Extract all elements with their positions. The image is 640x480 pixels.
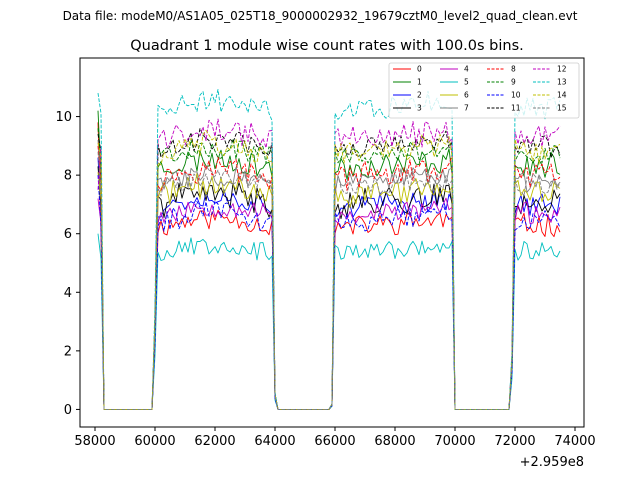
x-tick-label: 72000 xyxy=(494,434,535,449)
x-tick-label: 66000 xyxy=(314,434,355,449)
legend-label-13: 13 xyxy=(557,78,567,87)
x-tick-label: 62000 xyxy=(194,434,235,449)
legend-label-0: 0 xyxy=(417,65,422,74)
legend-label-12: 12 xyxy=(557,65,567,74)
legend-label-1: 1 xyxy=(417,78,422,87)
plot-area-frame xyxy=(79,57,585,428)
y-axis: 0 2 4 6 8 10 xyxy=(55,110,80,418)
x-tick-label: 60000 xyxy=(134,434,175,449)
legend-label-6: 6 xyxy=(464,91,469,100)
series-line-9 xyxy=(97,128,561,410)
chart-suptitle: Data file: modeM0/AS1A05_025T18_90000029… xyxy=(63,9,578,23)
x-tick-label: 74000 xyxy=(554,434,595,449)
legend-label-11: 11 xyxy=(511,104,521,113)
x-axis-offset-label: +2.959e8 xyxy=(520,455,584,470)
legend-label-15: 15 xyxy=(557,104,567,113)
chart-title: Quadrant 1 module wise count rates with … xyxy=(130,38,524,54)
x-axis: 58000 60000 62000 64000 66000 68000 70000 72000… xyxy=(74,427,596,449)
legend-label-5: 5 xyxy=(464,78,469,87)
x-tick-label: 58000 xyxy=(74,434,115,449)
legend-frame xyxy=(388,62,580,119)
x-tick-label: 68000 xyxy=(374,434,415,449)
legend-label-4: 4 xyxy=(464,65,469,74)
plot-series-group xyxy=(97,89,561,410)
series-line-15 xyxy=(97,151,561,410)
y-tick-label: 0 xyxy=(64,403,72,418)
y-tick-label: 2 xyxy=(64,344,72,359)
series-line-13 xyxy=(97,89,561,410)
legend-label-14: 14 xyxy=(557,91,567,100)
x-tick-label: 64000 xyxy=(254,434,295,449)
legend-label-10: 10 xyxy=(511,91,521,100)
legend-label-3: 3 xyxy=(417,104,422,113)
legend-label-8: 8 xyxy=(511,65,516,74)
y-tick-label: 6 xyxy=(64,227,72,242)
legend-label-9: 9 xyxy=(511,78,516,87)
y-tick-label: 4 xyxy=(64,286,72,301)
x-tick-label: 70000 xyxy=(434,434,475,449)
y-tick-label: 8 xyxy=(64,169,72,184)
y-tick-label: 10 xyxy=(55,110,72,125)
legend-label-2: 2 xyxy=(417,91,422,100)
legend-label-7: 7 xyxy=(464,104,469,113)
